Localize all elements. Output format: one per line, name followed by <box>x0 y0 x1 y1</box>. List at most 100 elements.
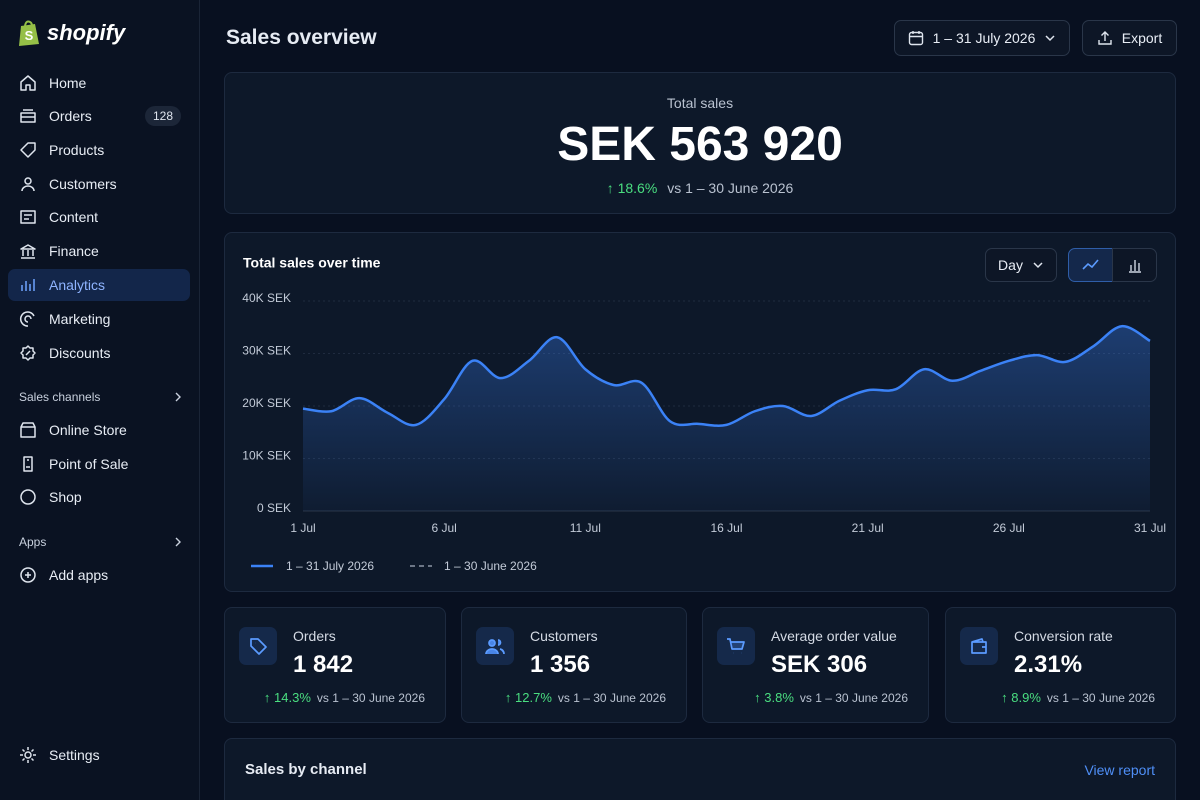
nav-item[interactable]: Content <box>8 201 190 233</box>
nav-item[interactable]: Marketing <box>8 303 190 335</box>
metric-value: SEK 306 <box>771 651 868 678</box>
metric-value: 1 842 <box>293 651 354 678</box>
icon-path <box>20 747 36 763</box>
nav-item[interactable]: Point of Sale <box>8 448 190 480</box>
nav-label: Shop <box>49 489 82 505</box>
date-range-button[interactable]: 1 – 31 July 2026 <box>894 20 1070 56</box>
nav-label: Home <box>49 75 87 91</box>
nav-item[interactable]: Products <box>8 134 190 166</box>
x-tick-label: 16 Jul <box>710 521 742 535</box>
icon <box>727 638 745 654</box>
nav-icon <box>20 142 36 158</box>
icon-path <box>20 345 36 361</box>
nav-item[interactable]: Discounts <box>8 337 190 369</box>
icon-path <box>20 489 36 505</box>
metric-comparison: vs 1 – 30 June 2026 <box>557 691 666 705</box>
chart-title: Total sales over time <box>243 255 381 271</box>
metric-card: Customers 1 356 ↑ 12.7% vs 1 – 30 June 2026 <box>461 607 687 723</box>
x-tick-label: 31 Jul <box>1134 521 1166 535</box>
y-tick-label: 0 SEK <box>257 501 291 515</box>
nav-icon <box>20 210 36 224</box>
y-tick-label: 20K SEK <box>242 396 291 410</box>
metric-change-row: ↑ 14.3% vs 1 – 30 June 2026 <box>264 690 425 705</box>
metric-icon <box>239 627 277 665</box>
settings-label: Settings <box>49 747 100 763</box>
metric-icon <box>476 627 514 665</box>
export-label: Export <box>1121 30 1163 46</box>
granularity-dropdown[interactable]: Day <box>985 248 1057 282</box>
section-title: Apps <box>19 535 47 549</box>
icon-path <box>20 422 36 438</box>
nav-item[interactable]: Finance <box>8 235 190 267</box>
nav-icon <box>20 109 36 123</box>
metric-card: Average order value SEK 306 ↑ 3.8% vs 1 – 3… <box>702 607 929 723</box>
bar-chart-toggle[interactable] <box>1112 248 1157 282</box>
section-header[interactable]: Sales channels <box>19 390 183 404</box>
arrow-up: ↑ <box>263 690 275 705</box>
icon-path <box>20 210 36 224</box>
y-tick-label: 30K SEK <box>242 344 291 358</box>
nav-icon <box>20 422 36 438</box>
granularity: Day <box>998 257 1023 273</box>
nav-icon <box>20 244 36 259</box>
logo[interactable]: S shopify <box>17 19 125 47</box>
metric-change: 12.7% <box>515 690 552 705</box>
arrow-up: ↑ <box>1001 690 1012 705</box>
line-icon <box>1081 259 1099 270</box>
area <box>303 326 1150 511</box>
nav-item[interactable]: Orders 128 <box>8 100 190 132</box>
nav-label: Orders <box>49 108 92 124</box>
y-tick-label: 10K SEK <box>242 449 291 463</box>
view-report-link[interactable]: View report <box>1084 762 1155 778</box>
arrow-up: ↑ <box>754 690 765 705</box>
svg-text:S: S <box>25 28 34 43</box>
arrow-up: ↑ <box>504 690 516 705</box>
metric-label: Conversion rate <box>1014 628 1113 644</box>
nav-label: Customers <box>49 176 117 192</box>
nav-item[interactable]: Shop <box>8 481 190 513</box>
chevron-right <box>175 537 181 547</box>
metric-card: Conversion rate 2.31% ↑ 8.9% vs 1 – 30 June… <box>945 607 1176 723</box>
settings[interactable]: Settings <box>8 739 190 771</box>
legend-label: 1 – 30 June 2026 <box>444 559 537 573</box>
legend-label: 1 – 31 July 2026 <box>286 559 374 573</box>
nav-icon <box>21 279 35 291</box>
nav-label: Add apps <box>49 567 109 583</box>
nav-item[interactable]: Add apps <box>8 559 190 591</box>
nav-icon <box>19 311 35 327</box>
export-icon <box>1098 31 1112 45</box>
metric-change-row: ↑ 3.8% vs 1 – 30 June 2026 <box>754 690 908 705</box>
total-sales-value: SEK 563 920 <box>557 118 843 171</box>
section-header[interactable]: Apps <box>19 535 183 549</box>
metric-comparison: vs 1 – 30 June 2026 <box>316 691 425 705</box>
date-range: 1 – 31 July 2026 <box>932 30 1036 46</box>
total-sales-comparison: vs 1 – 30 June 2026 <box>667 180 794 196</box>
nav-icon <box>23 456 33 472</box>
nav-item[interactable]: Online Store <box>8 414 190 446</box>
chevron-path <box>175 392 181 402</box>
metric-label: Average order value <box>771 628 897 644</box>
icon <box>971 638 987 654</box>
metric-value: 2.31% <box>1014 651 1083 678</box>
sales-by-channel-card: Sales by channel View report <box>224 738 1176 800</box>
x-tick-label: 6 Jul <box>431 521 456 535</box>
metric-value: 1 356 <box>530 651 591 678</box>
line-chart-toggle[interactable] <box>1068 248 1113 282</box>
nav-item[interactable]: Home <box>8 67 190 99</box>
nav-icon <box>20 345 36 361</box>
chevron-down <box>1033 262 1043 269</box>
nav-item[interactable]: Analytics <box>8 269 190 301</box>
metric-change-row: ↑ 12.7% vs 1 – 30 June 2026 <box>505 690 666 705</box>
sales-by-channel-title: Sales by channel <box>245 761 367 778</box>
nav-item[interactable]: Customers <box>8 168 190 200</box>
icon-path <box>971 638 987 654</box>
icon-path <box>19 311 35 327</box>
total-sales-change-row: ↑ 18.6% vs 1 – 30 June 2026 <box>225 180 1175 196</box>
nav-icon <box>20 75 36 91</box>
export-button[interactable]: Export <box>1082 20 1177 56</box>
icon-path <box>20 109 36 123</box>
icon-path <box>20 567 36 583</box>
icon <box>250 638 267 655</box>
icon-path <box>727 638 745 654</box>
metric-change: 3.8% <box>764 690 794 705</box>
